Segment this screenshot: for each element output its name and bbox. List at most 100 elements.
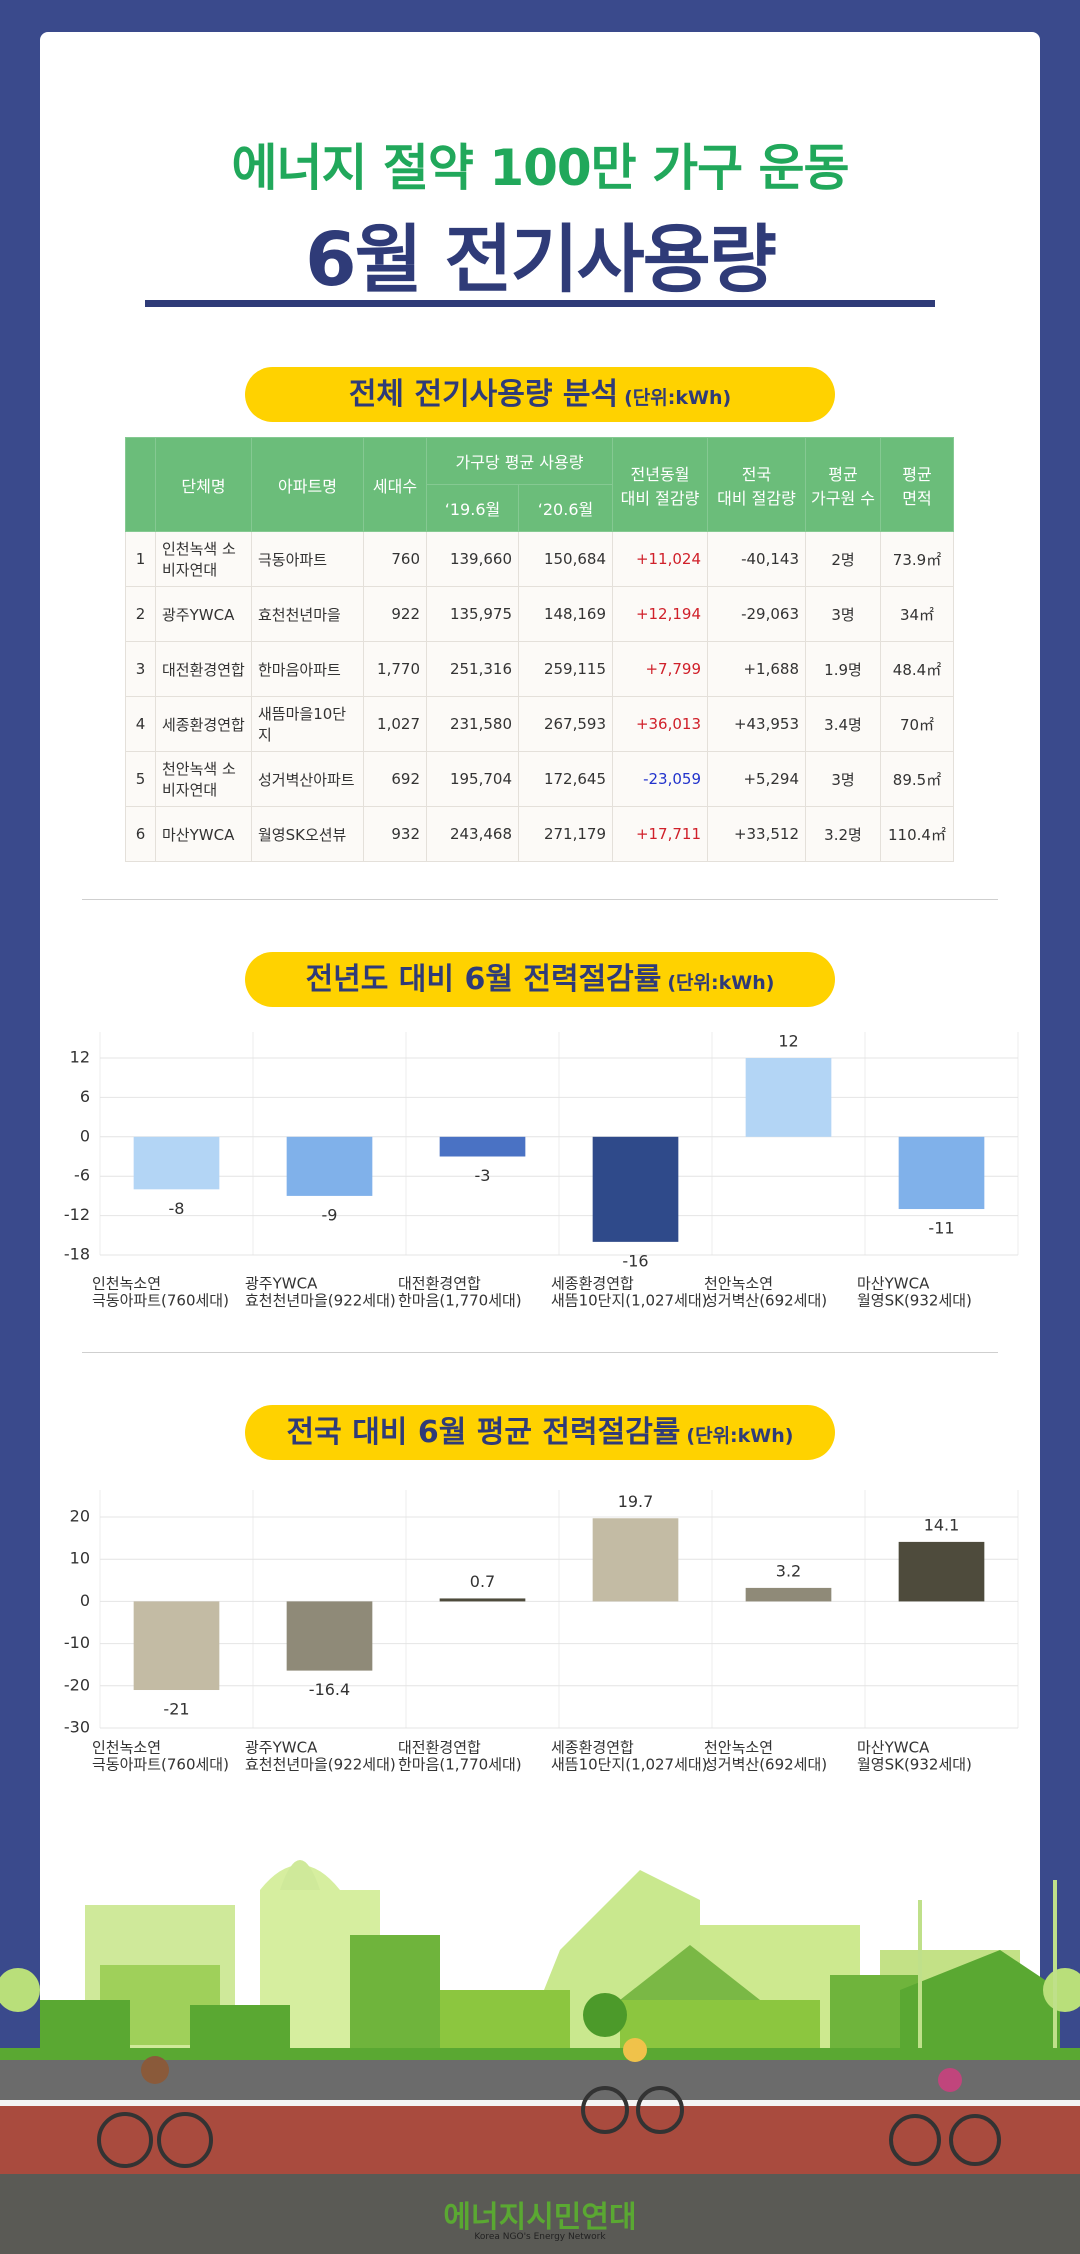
subtitle: 6월 전기사용량 — [305, 217, 777, 303]
table-cell: 243,468 — [426, 806, 519, 862]
value-label: -21 — [163, 1700, 189, 1719]
table-cell: -23,059 — [612, 751, 708, 807]
value-label: 3.2 — [776, 1561, 801, 1580]
header-line: 대비 절감량 — [717, 488, 796, 508]
table-cell: 광주YWCA — [155, 586, 252, 642]
x-tick-label: 한마음(1,770세대) — [398, 1292, 522, 1310]
y-tick-label: -10 — [64, 1633, 90, 1652]
value-label: -16 — [622, 1251, 648, 1270]
header-cell: ‘19.6월 — [426, 484, 519, 532]
table-cell: 34㎡ — [880, 586, 954, 642]
x-tick-label: 세종환경연합 — [551, 1275, 634, 1293]
table-cell: 효천천년마을 — [251, 586, 364, 642]
header-cell: 세대수 — [363, 437, 427, 532]
table-cell: -29,063 — [707, 586, 806, 642]
header-cell: 평균 가구원 수 — [805, 437, 881, 532]
value-label: -8 — [169, 1199, 185, 1218]
footer-network: Korea NGO's Energy Network — [474, 2232, 606, 2242]
separator — [82, 1352, 998, 1353]
table-cell: 1 — [125, 531, 156, 587]
bar — [286, 1601, 373, 1671]
table-cell: 139,660 — [426, 531, 519, 587]
table-cell: 760 — [363, 531, 427, 587]
header-row: ‘19.6월 ‘20.6월 — [126, 484, 954, 532]
table-cell: 251,316 — [426, 641, 519, 697]
bar — [745, 1058, 832, 1137]
header-cell — [125, 437, 156, 532]
table-cell: 1,770 — [363, 641, 427, 697]
header-cell: 단체명 — [155, 437, 252, 532]
table-cell: 성거벽산아파트 — [251, 751, 364, 807]
x-tick-label: 새뜸10단지(1,027세대) — [551, 1292, 708, 1310]
y-tick-label: -20 — [64, 1675, 90, 1694]
table-cell: 89.5㎡ — [880, 751, 954, 807]
table-title: 전체 전기사용량 분석 (단위:kWh) — [245, 367, 835, 422]
header-group: 가구당 평균 사용량 — [426, 437, 613, 485]
table-cell: 267,593 — [518, 696, 613, 752]
bar — [286, 1136, 373, 1196]
table-cell: +1,688 — [707, 641, 806, 697]
table-cell: 231,580 — [426, 696, 519, 752]
table-cell: 48.4㎡ — [880, 641, 954, 697]
chart-title-text: 전국 대비 6월 평균 전력절감률 — [286, 1415, 681, 1450]
table-cell: 172,645 — [518, 751, 613, 807]
value-label: 12 — [778, 1032, 798, 1051]
x-tick-label: 새뜸10단지(1,027세대) — [551, 1756, 708, 1774]
table-cell: 대전환경연합 — [155, 641, 252, 697]
separator — [82, 899, 998, 900]
header-line: 면적 — [902, 488, 932, 508]
value-label: 0.7 — [470, 1572, 495, 1591]
table-cell: 70㎡ — [880, 696, 954, 752]
table-cell: 4 — [125, 696, 156, 752]
header-cell: 평균 면적 — [880, 437, 954, 532]
table-cell: 천안녹색 소비자연대 — [155, 751, 252, 807]
y-tick-label: 6 — [80, 1087, 90, 1106]
table-cell: 2 — [125, 586, 156, 642]
table-cell: +11,024 — [612, 531, 708, 587]
table-cell: 마산YWCA — [155, 806, 252, 862]
title: 에너지 절약 100만 가구 운동 — [231, 139, 850, 197]
table-cell: 150,684 — [518, 531, 613, 587]
chart-title: 전년도 대비 6월 전력절감률 (단위:kWh) — [245, 952, 835, 1007]
x-tick-label: 광주YWCA — [245, 1739, 318, 1757]
y-tick-label: -18 — [64, 1245, 90, 1264]
table-cell: 271,179 — [518, 806, 613, 862]
table-cell: -40,143 — [707, 531, 806, 587]
table-row: 1 인천녹색 소비자연대 극동아파트 760 139,660 150,684 +11,024… — [125, 531, 954, 587]
table-cell: 135,975 — [426, 586, 519, 642]
table-cell: 월영SK오션뷰 — [251, 806, 364, 862]
x-tick-label: 천안녹소연 — [704, 1275, 773, 1293]
header-line: 전년동월 — [630, 464, 690, 484]
x-tick-label: 극동아파트(760세대) — [92, 1292, 229, 1310]
x-tick-label: 월영SK(932세대) — [857, 1292, 972, 1310]
header-line: 대비 절감량 — [620, 488, 700, 508]
chart-title: 전국 대비 6월 평균 전력절감률 (단위:kWh) — [245, 1405, 835, 1460]
header-line: 전국 — [741, 464, 772, 484]
bar — [898, 1541, 985, 1602]
table-cell: 3명 — [805, 586, 881, 642]
x-tick-label: 대전환경연합 — [398, 1275, 481, 1293]
x-tick-label: 마산YWCA — [857, 1275, 930, 1293]
x-tick-label: 마산YWCA — [857, 1739, 930, 1757]
table-cell: 692 — [363, 751, 427, 807]
value-label: 19.7 — [618, 1492, 654, 1511]
x-tick-label: 천안녹소연 — [704, 1739, 773, 1757]
footer-logo: 에너지시민연대 — [443, 2200, 637, 2235]
x-tick-label: 인천녹소연 — [92, 1739, 161, 1757]
y-tick-label: 0 — [80, 1591, 90, 1610]
y-tick-label: -6 — [74, 1166, 90, 1185]
header-line: 가구원 수 — [811, 488, 875, 508]
bar — [133, 1601, 220, 1691]
x-tick-label: 효천천년마을(922세대) — [245, 1292, 396, 1310]
header-cell: 아파트명 — [251, 437, 364, 532]
y-tick-label: 10 — [70, 1549, 90, 1568]
y-tick-label: 20 — [70, 1507, 90, 1526]
x-tick-label: 효천천년마을(922세대) — [245, 1756, 396, 1774]
table-cell: 73.9㎡ — [880, 531, 954, 587]
y-tick-label: 0 — [80, 1126, 90, 1145]
table-cell: 1,027 — [363, 696, 427, 752]
bar — [745, 1587, 832, 1602]
bar — [592, 1136, 679, 1242]
